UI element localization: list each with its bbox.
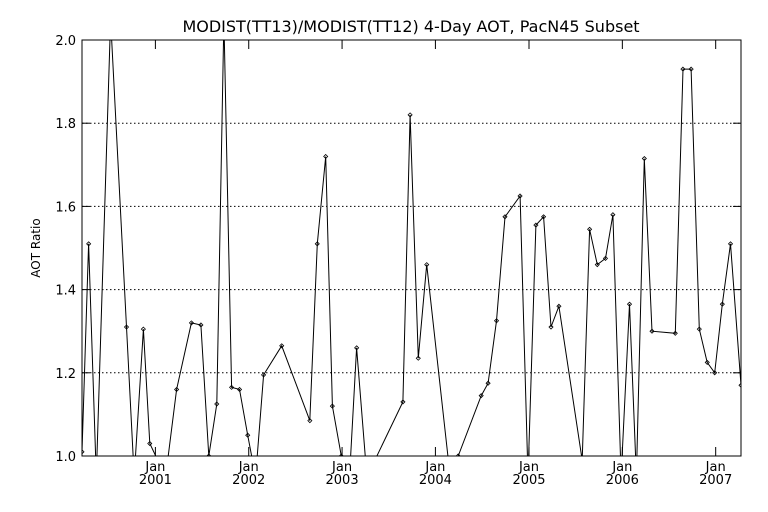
data-point bbox=[541, 214, 547, 220]
plot-area bbox=[82, 40, 741, 456]
data-point bbox=[502, 214, 508, 220]
data-point bbox=[548, 324, 554, 330]
data-point bbox=[236, 386, 243, 393]
data-point bbox=[533, 222, 539, 228]
series-line bbox=[82, 40, 741, 456]
x-tick-label-month: Jan bbox=[611, 460, 632, 475]
data-point bbox=[712, 370, 718, 376]
data-point bbox=[680, 66, 686, 72]
axis-ticks: 1.01.21.41.61.82.0Jan2001Jan2002Jan2003J… bbox=[55, 34, 741, 488]
data-point bbox=[82, 449, 85, 455]
data-point bbox=[672, 330, 678, 336]
y-tick-label: 2.0 bbox=[55, 34, 76, 49]
x-tick-label-year: 2007 bbox=[699, 473, 732, 488]
data-points bbox=[82, 66, 741, 456]
data-point bbox=[696, 326, 702, 332]
data-point bbox=[307, 418, 313, 424]
data-point bbox=[188, 320, 195, 326]
data-point bbox=[556, 303, 562, 309]
data-point bbox=[587, 226, 593, 232]
data-point bbox=[517, 193, 523, 199]
data-point bbox=[424, 262, 430, 268]
data-point bbox=[198, 322, 204, 328]
data-point bbox=[314, 241, 320, 247]
x-tick-label-month: Jan bbox=[331, 460, 352, 475]
chart-title: MODIST(TT13)/MODIST(TT12) 4-Day AOT, Pac… bbox=[182, 17, 639, 36]
grid bbox=[82, 122, 741, 374]
data-point bbox=[229, 384, 235, 390]
data-point bbox=[485, 380, 491, 386]
data-point bbox=[338, 453, 344, 456]
y-tick-label: 1.0 bbox=[55, 450, 76, 465]
x-tick-label-year: 2001 bbox=[139, 473, 172, 488]
data-point bbox=[279, 343, 285, 349]
series-line-group bbox=[82, 40, 741, 456]
data-point bbox=[649, 328, 655, 334]
data-point bbox=[407, 112, 413, 118]
plot-frame bbox=[81, 39, 742, 457]
data-point bbox=[140, 326, 146, 332]
data-point bbox=[354, 345, 360, 351]
data-point bbox=[688, 66, 694, 72]
data-point bbox=[123, 324, 130, 330]
data-point bbox=[727, 241, 734, 247]
y-tick-label: 1.6 bbox=[55, 200, 76, 215]
data-point bbox=[260, 372, 267, 378]
data-point bbox=[704, 359, 710, 365]
data-point bbox=[415, 355, 421, 361]
y-tick-label: 1.4 bbox=[55, 284, 76, 299]
data-point bbox=[206, 453, 212, 456]
data-point bbox=[86, 241, 92, 247]
data-point bbox=[323, 153, 329, 160]
data-point bbox=[493, 318, 500, 324]
data-point bbox=[214, 401, 220, 407]
data-point bbox=[455, 453, 461, 456]
x-tick-label-year: 2004 bbox=[419, 473, 452, 488]
data-point bbox=[400, 399, 406, 405]
data-point bbox=[610, 212, 616, 218]
data-point bbox=[174, 386, 180, 393]
y-tick-label: 1.2 bbox=[55, 367, 76, 382]
x-tick-label-month: Jan bbox=[238, 460, 259, 475]
y-tick-label: 1.8 bbox=[55, 117, 76, 132]
data-point bbox=[245, 432, 251, 438]
data-point bbox=[602, 255, 609, 261]
x-tick-label-month: Jan bbox=[424, 460, 445, 475]
data-point bbox=[329, 403, 335, 409]
x-tick-label-year: 2005 bbox=[512, 473, 545, 488]
x-tick-label-year: 2002 bbox=[232, 473, 265, 488]
data-point bbox=[738, 382, 741, 388]
x-tick-label-month: Jan bbox=[705, 460, 726, 475]
data-point bbox=[478, 393, 484, 399]
data-point bbox=[147, 440, 153, 447]
data-point bbox=[626, 301, 633, 307]
y-axis-label: AOT Ratio bbox=[29, 218, 43, 277]
x-tick-label-year: 2006 bbox=[606, 473, 639, 488]
data-point bbox=[719, 301, 725, 307]
data-point bbox=[641, 155, 647, 162]
x-tick-label-year: 2003 bbox=[326, 473, 359, 488]
x-tick-label-month: Jan bbox=[518, 460, 539, 475]
data-point bbox=[594, 262, 600, 268]
x-tick-label-month: Jan bbox=[144, 460, 165, 475]
